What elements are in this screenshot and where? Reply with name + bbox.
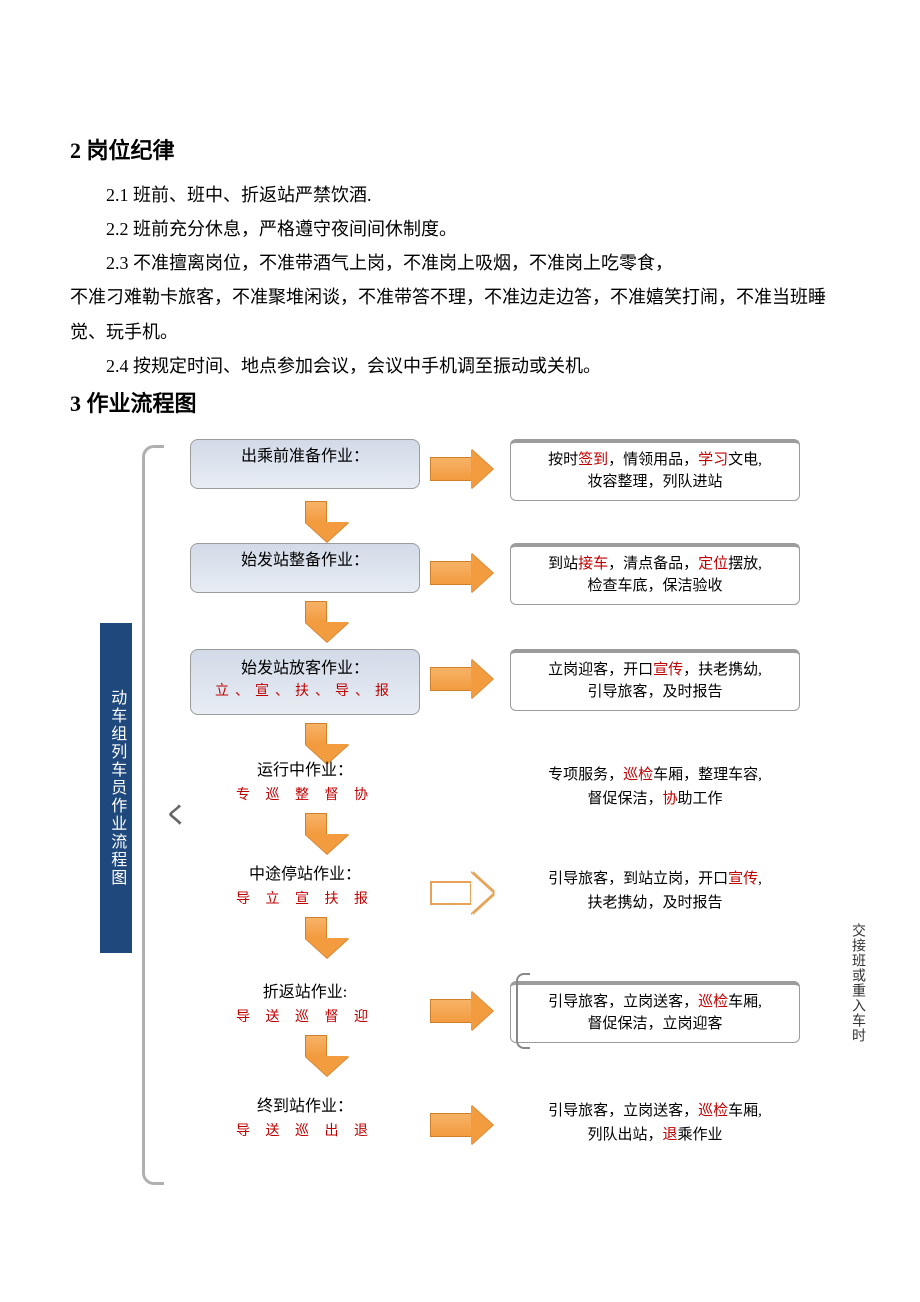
flowchart-step-title: 出乘前准备作业： [201, 446, 409, 468]
flowchart-step-desc: 引导旅客，立岗送客，巡检车厢,督促保洁，立岗迎客 [510, 981, 800, 1043]
down-arrow-icon [180, 599, 430, 645]
flowchart-step-title: 终到站作业： [190, 1095, 420, 1119]
right-arrow-icon [430, 1105, 500, 1145]
flowchart-step-desc: 立岗迎客，开口宣传，扶老携幼,引导旅客，及时报告 [510, 649, 800, 711]
flowchart-step-title: 运行中作业： [190, 759, 420, 783]
flowchart-step-title: 中途停站作业： [190, 863, 420, 887]
right-arrow-icon [430, 449, 500, 489]
down-arrow-icon [180, 499, 430, 545]
section-2-p1: 2.1 班前、班中、折返站严禁饮酒. [70, 178, 850, 212]
right-arrow-icon [430, 873, 500, 913]
flowchart-step-subtitle: 专 巡 整 督 协 [190, 785, 420, 806]
section-2-title: 2 岗位纪律 [70, 130, 850, 172]
brace-left-icon [142, 445, 164, 1185]
flowchart-step-subtitle: 导 送 巡 出 退 [190, 1121, 420, 1142]
flowchart-step-title: 始发站整备作业： [201, 550, 409, 572]
right-arrow-icon [430, 659, 500, 699]
flowchart-step-title: 折返站作业: [190, 981, 420, 1005]
brace-icon [516, 973, 530, 1049]
flowchart-step-plain: 终到站作业：导 送 巡 出 退 [190, 1095, 420, 1142]
flowchart-sidebar-title: 动车组列车员作业流程图 [100, 623, 132, 953]
flowchart-step-plain: 折返站作业:导 送 巡 督 迎 [190, 981, 420, 1028]
down-arrow-icon [180, 811, 430, 857]
flowchart-step-plain: 中途停站作业：导 立 宣 扶 报 [190, 863, 420, 910]
flowchart-step-box: 始发站整备作业： [190, 543, 420, 593]
down-arrow-icon [180, 915, 430, 961]
section-2-p3b: 不准刁难勒卡旅客，不准聚堆闲谈，不准带答不理，不准边走边答，不准嬉笑打闹，不准当… [70, 280, 850, 348]
flowchart-sidebar-right: 交接班或重入车时 [843, 923, 870, 1083]
flowchart-step-desc: 引导旅客，到站立岗，开口宣传,扶老携幼，及时报告 [510, 863, 800, 919]
flowchart-step-desc: 到站接车，清点备品，定位摆放,检查车底，保洁验收 [510, 543, 800, 605]
flowchart-step-desc: 按时签到，情领用品，学习文电,妆容整理，列队进站 [510, 439, 800, 501]
flowchart-step-desc: 专项服务，巡检车厢，整理车容,督促保洁，协助工作 [510, 759, 800, 815]
flowchart-step-title: 始发站放客作业： [201, 658, 409, 680]
section-2-p2: 2.2 班前充分休息，严格遵守夜间间休制度。 [70, 212, 850, 246]
down-arrow-icon [180, 1033, 430, 1079]
flowchart-step-subtitle: 导 送 巡 督 迎 [190, 1007, 420, 1028]
section-3-title: 3 作业流程图 [70, 383, 850, 425]
flowchart-step-plain: 运行中作业：专 巡 整 督 协 [190, 759, 420, 806]
right-arrow-icon [430, 991, 500, 1031]
section-2-p3a: 2.3 不准擅离岗位，不准带酒气上岗，不准岗上吸烟，不准岗上吃零食， [70, 246, 850, 280]
flowchart-step-desc: 引导旅客，立岗送客，巡检车厢,列队出站，退乘作业 [510, 1095, 800, 1151]
flowchart: く 动车组列车员作业流程图 出乘前准备作业：始发站整备作业：始发站放客作业：立、… [70, 435, 850, 1205]
flowchart-step-box: 出乘前准备作业： [190, 439, 420, 489]
right-arrow-icon [430, 553, 500, 593]
flowchart-step-subtitle: 立、宣、扶、导、报 [201, 682, 409, 702]
flowchart-step-subtitle: 导 立 宣 扶 报 [190, 889, 420, 910]
section-2-p4: 2.4 按规定时间、地点参加会议，会议中手机调至振动或关机。 [70, 349, 850, 383]
flowchart-step-box: 始发站放客作业：立、宣、扶、导、报 [190, 649, 420, 715]
